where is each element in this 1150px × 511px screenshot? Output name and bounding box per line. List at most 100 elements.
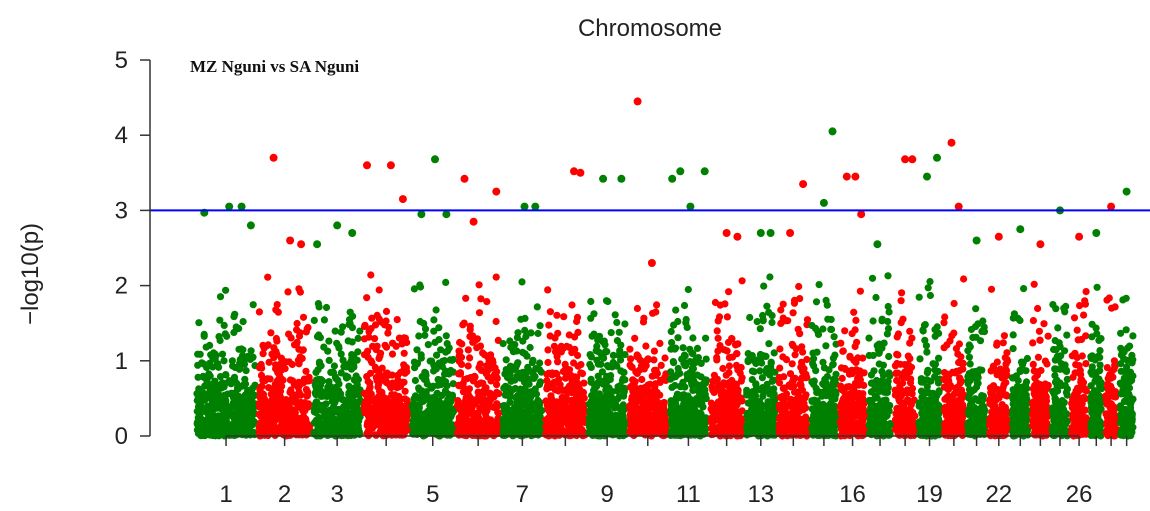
- data-point: [430, 327, 438, 335]
- data-point: [695, 400, 703, 408]
- data-point: [768, 377, 776, 385]
- data-point: [606, 410, 614, 418]
- data-point: [242, 354, 250, 362]
- data-point: [626, 361, 634, 369]
- data-point: [527, 329, 535, 337]
- data-point: [401, 334, 409, 342]
- data-point: [378, 388, 386, 396]
- data-point: [522, 415, 531, 423]
- peak-point: [297, 240, 306, 249]
- data-point: [543, 377, 551, 385]
- data-point: [851, 342, 859, 351]
- data-point: [455, 382, 463, 390]
- data-point: [501, 391, 509, 399]
- data-point: [732, 341, 740, 349]
- data-point: [544, 346, 552, 354]
- data-point: [619, 390, 628, 398]
- data-point: [850, 308, 858, 316]
- data-point: [667, 327, 675, 336]
- data-point: [442, 278, 450, 286]
- data-point: [594, 372, 602, 380]
- data-point: [381, 341, 389, 349]
- peak-point: [237, 202, 246, 211]
- data-point: [634, 352, 642, 360]
- data-point: [312, 368, 320, 376]
- data-point: [328, 397, 336, 405]
- data-point: [751, 391, 759, 399]
- data-point: [462, 422, 470, 430]
- data-point: [194, 373, 202, 381]
- data-point: [381, 416, 389, 424]
- data-point: [205, 370, 213, 378]
- data-point: [210, 349, 218, 357]
- data-point: [591, 382, 599, 390]
- data-point: [360, 389, 368, 397]
- data-point: [350, 392, 358, 400]
- data-point: [823, 301, 831, 309]
- data-point: [335, 387, 343, 395]
- data-point: [779, 300, 787, 308]
- data-point: [839, 425, 847, 433]
- data-point: [617, 411, 625, 419]
- data-point: [694, 354, 703, 362]
- data-point: [556, 381, 564, 389]
- data-point: [608, 399, 616, 407]
- peak-point: [442, 210, 451, 219]
- data-point: [312, 416, 320, 424]
- data-point: [256, 403, 264, 411]
- data-point: [428, 384, 436, 392]
- data-point: [419, 420, 427, 429]
- data-point: [387, 384, 395, 392]
- data-point: [795, 282, 803, 291]
- data-point: [426, 402, 434, 410]
- data-point: [375, 380, 383, 388]
- data-point: [297, 391, 305, 399]
- data-point: [682, 424, 690, 433]
- data-point: [885, 352, 893, 361]
- data-point: [870, 424, 878, 432]
- data-point: [626, 345, 634, 353]
- data-point: [388, 371, 396, 379]
- data-point: [294, 414, 302, 422]
- data-point: [354, 334, 362, 342]
- data-point: [775, 379, 784, 387]
- data-point: [830, 333, 838, 341]
- data-point: [322, 303, 331, 312]
- data-point: [476, 389, 484, 397]
- data-point: [506, 362, 515, 370]
- data-point: [502, 356, 510, 364]
- peak-point: [766, 229, 775, 237]
- data-point: [348, 351, 356, 359]
- data-point: [483, 407, 491, 415]
- data-point: [650, 423, 658, 431]
- data-point: [828, 419, 836, 427]
- data-point: [222, 371, 230, 379]
- data-point: [686, 345, 694, 353]
- data-point: [680, 301, 689, 310]
- chromosome-10-points: [626, 97, 670, 440]
- data-point: [674, 317, 682, 326]
- data-point: [653, 301, 661, 309]
- data-point: [674, 334, 682, 342]
- data-point: [304, 375, 312, 384]
- data-point: [393, 316, 401, 324]
- data-point: [415, 386, 423, 394]
- data-point: [682, 319, 690, 327]
- data-point: [442, 332, 450, 340]
- data-point: [725, 288, 733, 296]
- data-point: [630, 392, 638, 400]
- data-point: [444, 427, 452, 436]
- data-point: [749, 356, 758, 364]
- data-point: [789, 309, 797, 317]
- data-point: [716, 401, 724, 409]
- data-point: [270, 344, 278, 352]
- data-point: [380, 321, 389, 329]
- data-point: [642, 419, 651, 427]
- data-point: [604, 297, 612, 306]
- data-point: [315, 360, 324, 368]
- data-point: [613, 337, 622, 345]
- data-point: [759, 311, 767, 320]
- data-point: [419, 397, 428, 405]
- data-point: [338, 395, 346, 403]
- data-point: [372, 411, 380, 420]
